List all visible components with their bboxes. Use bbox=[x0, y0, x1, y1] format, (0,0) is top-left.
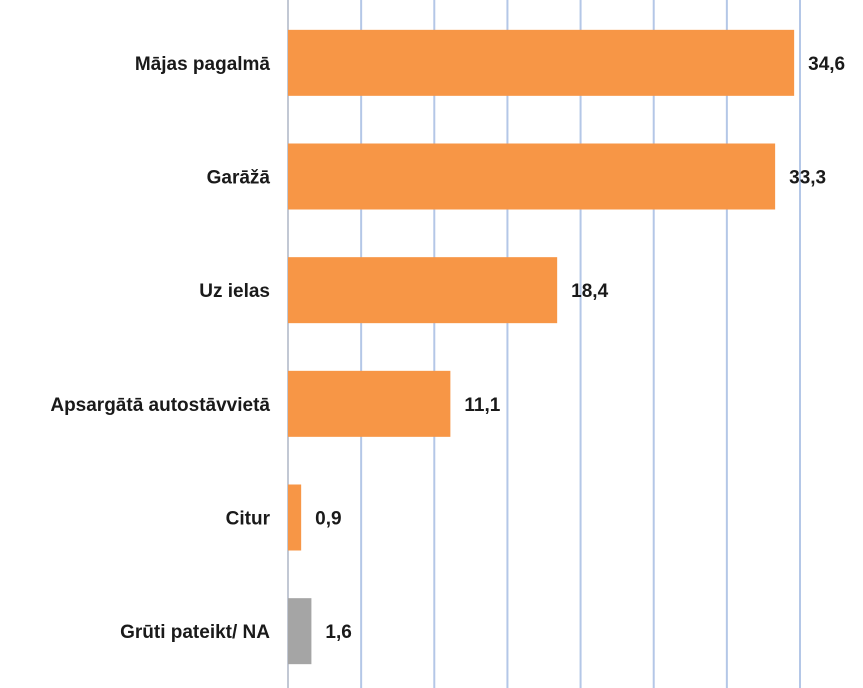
value-label: 18,4 bbox=[571, 281, 608, 302]
bar bbox=[288, 29, 795, 96]
y-tick-label: Apsargātā autostāvvietā bbox=[50, 395, 270, 416]
value-label: 1,6 bbox=[325, 622, 351, 643]
y-tick-label: Garāžā bbox=[207, 168, 271, 189]
y-tick-label: Grūti pateikt/ NA bbox=[120, 622, 270, 643]
bar bbox=[288, 143, 776, 210]
value-label: 0,9 bbox=[315, 509, 341, 530]
y-tick-label: Citur bbox=[226, 509, 271, 530]
y-tick-label: Uz ielas bbox=[199, 281, 270, 302]
bar bbox=[288, 484, 302, 551]
y-tick-label: Mājas pagalmā bbox=[135, 54, 271, 75]
value-label: 34,6 bbox=[808, 54, 845, 75]
value-label: 11,1 bbox=[464, 395, 500, 416]
bar bbox=[288, 370, 451, 437]
bar bbox=[288, 257, 558, 324]
bar bbox=[288, 598, 312, 665]
value-label: 33,3 bbox=[789, 168, 826, 189]
